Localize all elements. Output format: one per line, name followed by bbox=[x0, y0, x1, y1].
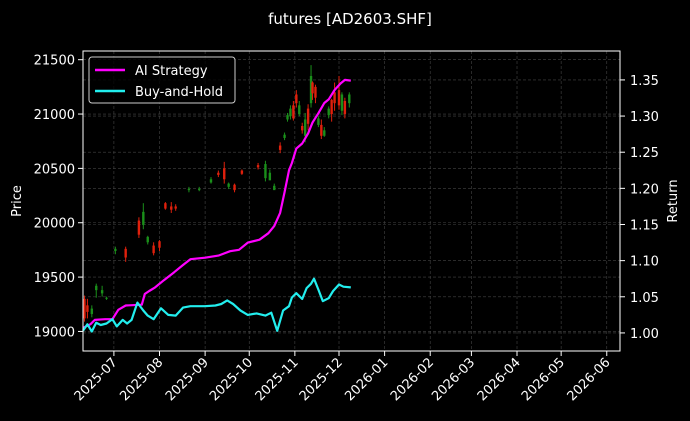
candle-body bbox=[311, 82, 314, 94]
candle-body bbox=[105, 297, 108, 299]
candle-body bbox=[306, 108, 310, 124]
series-line-buy-and-hold bbox=[82, 277, 351, 333]
y-left-tick-label: 20000 bbox=[34, 217, 75, 232]
y-right-tick-label: 1.05 bbox=[630, 291, 659, 306]
legend-label-ai-strategy: AI Strategy bbox=[135, 64, 208, 79]
candle-body bbox=[289, 108, 292, 117]
y-left-tick-label: 19500 bbox=[34, 271, 75, 286]
y-left-tick-label: 19000 bbox=[34, 325, 75, 340]
candle-body bbox=[164, 203, 167, 209]
candle-body bbox=[223, 168, 226, 180]
y-left-tick-label: 20500 bbox=[34, 162, 75, 177]
candle-body bbox=[268, 172, 272, 181]
candle-body bbox=[209, 179, 213, 183]
candle-body bbox=[348, 94, 351, 104]
candle-body bbox=[320, 124, 323, 136]
candle-body bbox=[298, 105, 301, 115]
legend-box bbox=[88, 56, 236, 104]
candle-body bbox=[278, 145, 282, 150]
y-right-tick-label: 1.25 bbox=[630, 146, 659, 161]
candle-body bbox=[301, 126, 304, 131]
candle-body bbox=[264, 164, 267, 179]
candle-body bbox=[333, 92, 336, 104]
candle-body bbox=[317, 118, 320, 125]
candle-body bbox=[330, 99, 333, 115]
candlestick-series bbox=[83, 65, 351, 322]
candle-body bbox=[256, 165, 260, 168]
candle-body bbox=[137, 220, 141, 235]
legend: AI Strategy Buy-and-Hold bbox=[88, 56, 236, 104]
candle-body bbox=[233, 184, 236, 191]
candle-body bbox=[340, 94, 344, 111]
series-line-ai-strategy bbox=[82, 78, 351, 329]
candle-body bbox=[337, 90, 341, 106]
candle-body bbox=[142, 211, 145, 225]
return-axis: 1.00 1.05 1.10 1.15 1.20 1.25 1.30 1.35 bbox=[620, 74, 659, 342]
candle-body bbox=[152, 245, 155, 254]
chart-title: futures [AD2603.SHF] bbox=[268, 10, 432, 28]
return-lines bbox=[82, 78, 351, 333]
candle-body bbox=[286, 115, 289, 120]
candle-body bbox=[309, 76, 313, 104]
candle-body bbox=[124, 248, 127, 258]
candle-body bbox=[303, 119, 307, 136]
legend-label-buy-and-hold: Buy-and-Hold bbox=[135, 85, 223, 100]
candle-body bbox=[283, 134, 286, 138]
y-right-tick-label: 1.20 bbox=[630, 182, 659, 197]
y-axis-label-price: Price bbox=[10, 185, 25, 217]
candle-body bbox=[95, 285, 98, 291]
y-right-tick-label: 1.15 bbox=[630, 218, 659, 233]
candle-body bbox=[187, 189, 191, 191]
candle-body bbox=[174, 206, 177, 209]
y-right-tick-label: 1.30 bbox=[630, 110, 659, 125]
candle-body bbox=[198, 189, 201, 191]
candle-body bbox=[314, 86, 317, 98]
candle-body bbox=[227, 183, 230, 187]
plot-frame bbox=[82, 50, 621, 352]
y-axis-label-return: Return bbox=[666, 179, 681, 222]
candle-body bbox=[90, 308, 94, 315]
y-right-tick-label: 1.00 bbox=[630, 327, 659, 342]
y-left-tick-label: 21000 bbox=[34, 108, 75, 123]
candle-body bbox=[292, 105, 295, 119]
candle-body bbox=[273, 185, 276, 191]
candle-body bbox=[217, 172, 220, 175]
candle-body bbox=[170, 206, 173, 210]
y-right-tick-label: 1.35 bbox=[630, 74, 659, 89]
y-right-tick-label: 1.10 bbox=[630, 255, 659, 270]
candle-body bbox=[146, 236, 149, 243]
candle-body bbox=[240, 170, 244, 174]
candle-body bbox=[83, 298, 86, 319]
candle-body bbox=[343, 101, 347, 115]
candle-body bbox=[114, 248, 117, 251]
candle-body bbox=[100, 290, 104, 294]
price-axis: 19000 19500 20000 20500 21000 21500 bbox=[34, 54, 83, 340]
candle-body bbox=[323, 130, 326, 136]
candle-body bbox=[295, 94, 298, 104]
candle-body bbox=[327, 108, 330, 116]
candle-body bbox=[86, 305, 89, 312]
candle-body bbox=[158, 241, 161, 248]
y-left-tick-label: 21500 bbox=[34, 54, 75, 69]
